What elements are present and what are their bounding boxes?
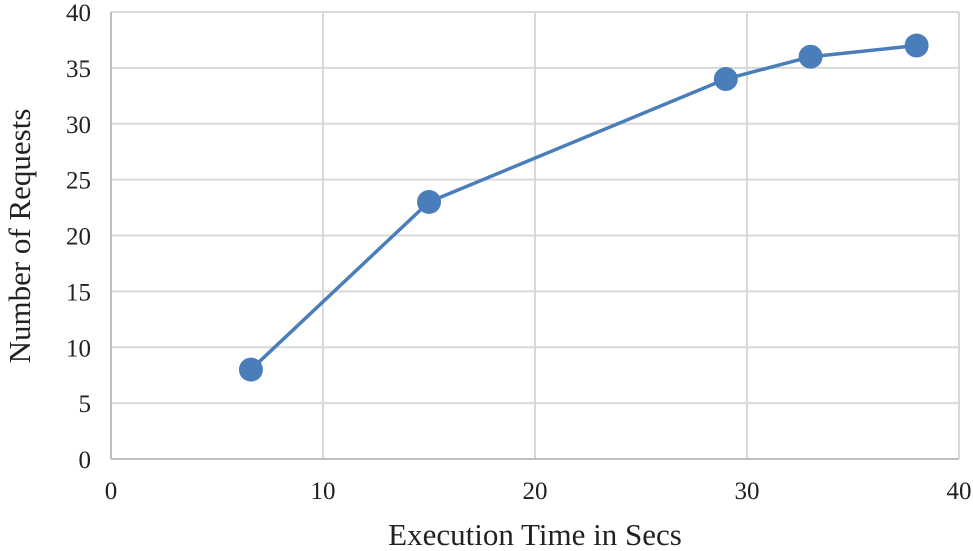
y-tick-label: 35 — [66, 56, 91, 83]
x-tick-label: 20 — [523, 478, 548, 505]
data-point — [417, 189, 441, 214]
y-tick-label: 10 — [66, 335, 91, 362]
series-line — [249, 43, 917, 371]
x-tick-label: 10 — [311, 478, 336, 505]
y-tick-label: 0 — [79, 447, 92, 474]
y-tick-label: 25 — [66, 168, 91, 195]
y-tick-label: 20 — [66, 224, 91, 251]
y-tick-label: 5 — [79, 391, 92, 418]
y-tick-label: 40 — [66, 0, 91, 27]
x-axis-title: Execution Time in Secs — [388, 517, 682, 551]
data-point — [904, 33, 929, 58]
axes — [110, 12, 959, 460]
data-point — [713, 67, 738, 92]
series-layer — [238, 33, 929, 382]
y-axis-title: Number of Requests — [2, 109, 37, 364]
data-point — [238, 357, 263, 382]
y-tick-label: 15 — [66, 279, 91, 306]
x-tick-label: 30 — [735, 478, 760, 505]
grid — [111, 11, 960, 459]
data-point — [798, 44, 823, 69]
y-tick-label: 30 — [66, 112, 91, 139]
tick-labels: 0 5 10 15 20 25 30 35 40 0 10 20 30 40 — [66, 0, 972, 505]
x-tick-label: 0 — [105, 478, 118, 505]
x-tick-label: 40 — [947, 478, 972, 505]
